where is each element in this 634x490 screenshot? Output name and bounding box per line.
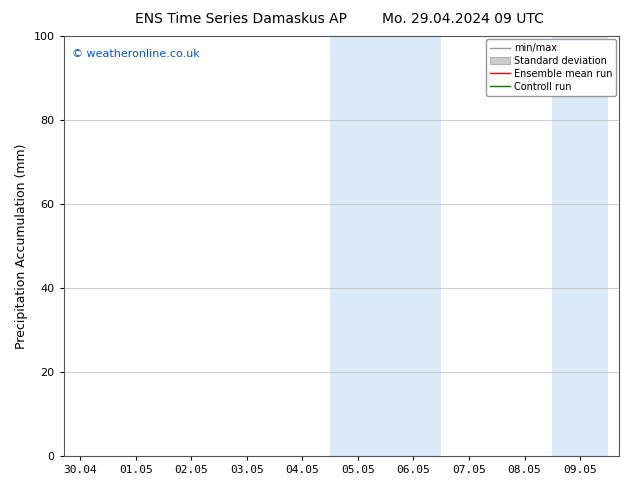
Bar — [552, 36, 608, 456]
Bar — [330, 36, 441, 456]
Legend: min/max, Standard deviation, Ensemble mean run, Controll run: min/max, Standard deviation, Ensemble me… — [486, 39, 616, 96]
Text: © weatheronline.co.uk: © weatheronline.co.uk — [72, 49, 200, 59]
Text: ENS Time Series Damaskus AP: ENS Time Series Damaskus AP — [135, 12, 347, 26]
Text: Mo. 29.04.2024 09 UTC: Mo. 29.04.2024 09 UTC — [382, 12, 544, 26]
Y-axis label: Precipitation Accumulation (mm): Precipitation Accumulation (mm) — [15, 143, 28, 349]
